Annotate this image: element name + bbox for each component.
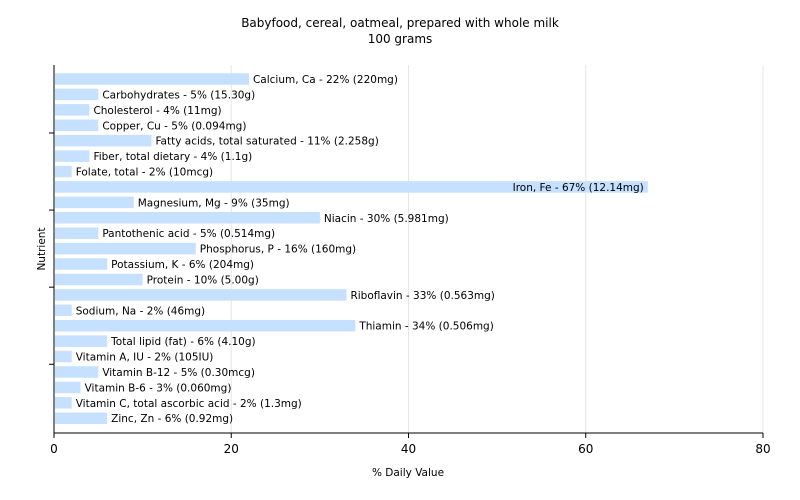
bar-label: Fatty acids, total saturated - 11% (2.25… [155,136,378,148]
grid-lines [230,65,764,433]
bar-label: Potassium, K - 6% (204mg) [111,259,254,271]
bar-label: Calcium, Ca - 22% (220mg) [253,74,398,86]
x-ticks: 0 20 40 60 80 [49,132,771,456]
bar-label: Vitamin C, total ascorbic acid - 2% (1.3… [76,398,302,410]
chart-title: Babyfood, cereal, oatmeal, prepared with… [241,16,559,30]
bar [55,150,90,162]
x-tick-label: 60 [578,442,593,456]
bar-label: Vitamin B-12 - 5% (0.30mcg) [102,367,255,379]
bar-label: Vitamin B-6 - 3% (0.060mg) [85,382,232,394]
bar-label: Thiamin - 34% (0.506mg) [358,321,494,333]
bar-label: Niacin - 30% (5.981mg) [324,213,449,225]
x-tick-label: 80 [755,442,770,456]
bar-label: Zinc, Zn - 6% (0.92mg) [111,413,233,425]
bar [55,304,72,317]
bar [55,335,108,347]
bar-label: Fiber, total dietary - 4% (1.1g) [93,151,252,163]
bar [55,381,81,394]
bar [55,104,90,116]
x-tick-label: 40 [401,442,416,456]
bar [55,319,356,332]
bar [55,196,134,209]
bar [55,350,72,363]
bar-label: Total lipid (fat) - 6% (4.10g) [110,336,255,348]
bar [55,242,196,255]
bar [55,366,99,378]
bar [55,73,249,85]
bar-label: Phosphorus, P - 16% (160mg) [200,244,356,256]
x-axis-title: % Daily Value [372,467,444,479]
bar [55,134,152,147]
bar-label: Sodium, Na - 2% (46mg) [76,305,205,317]
bar-label: Magnesium, Mg - 9% (35mg) [138,197,290,209]
bar-label: Pantothenic acid - 5% (0.514mg) [102,228,275,240]
bar [55,412,108,424]
bar-label: Carbohydrates - 5% (15.30g) [102,89,255,101]
bar-label: Vitamin A, IU - 2% (105IU) [76,352,214,364]
x-tick-label: 0 [50,442,58,456]
y-axis-title: Nutrient [36,227,48,270]
bar-label: Copper, Cu - 5% (0.094mg) [102,120,246,132]
bar-label: Cholesterol - 4% (11mg) [93,105,221,117]
bar [55,181,648,193]
bar-label: Iron, Fe - 67% (12.14mg) [513,182,644,194]
bars: Calcium, Ca - 22% (220mg) Carbohydrates -… [55,73,648,425]
bar [55,397,72,409]
bar-label: Riboflavin - 33% (0.563mg) [350,290,494,302]
bar [55,212,320,224]
x-tick-label: 20 [224,442,239,456]
chart-subtitle: 100 grams [367,32,433,46]
bar [55,119,99,132]
bar [55,273,143,286]
bar [55,227,99,239]
bar [55,88,99,101]
bar [55,258,108,270]
bar-label: Folate, total - 2% (10mcg) [76,167,213,179]
bar [55,289,347,301]
bar [55,165,72,178]
bar-label: Protein - 10% (5.00g) [147,274,259,286]
